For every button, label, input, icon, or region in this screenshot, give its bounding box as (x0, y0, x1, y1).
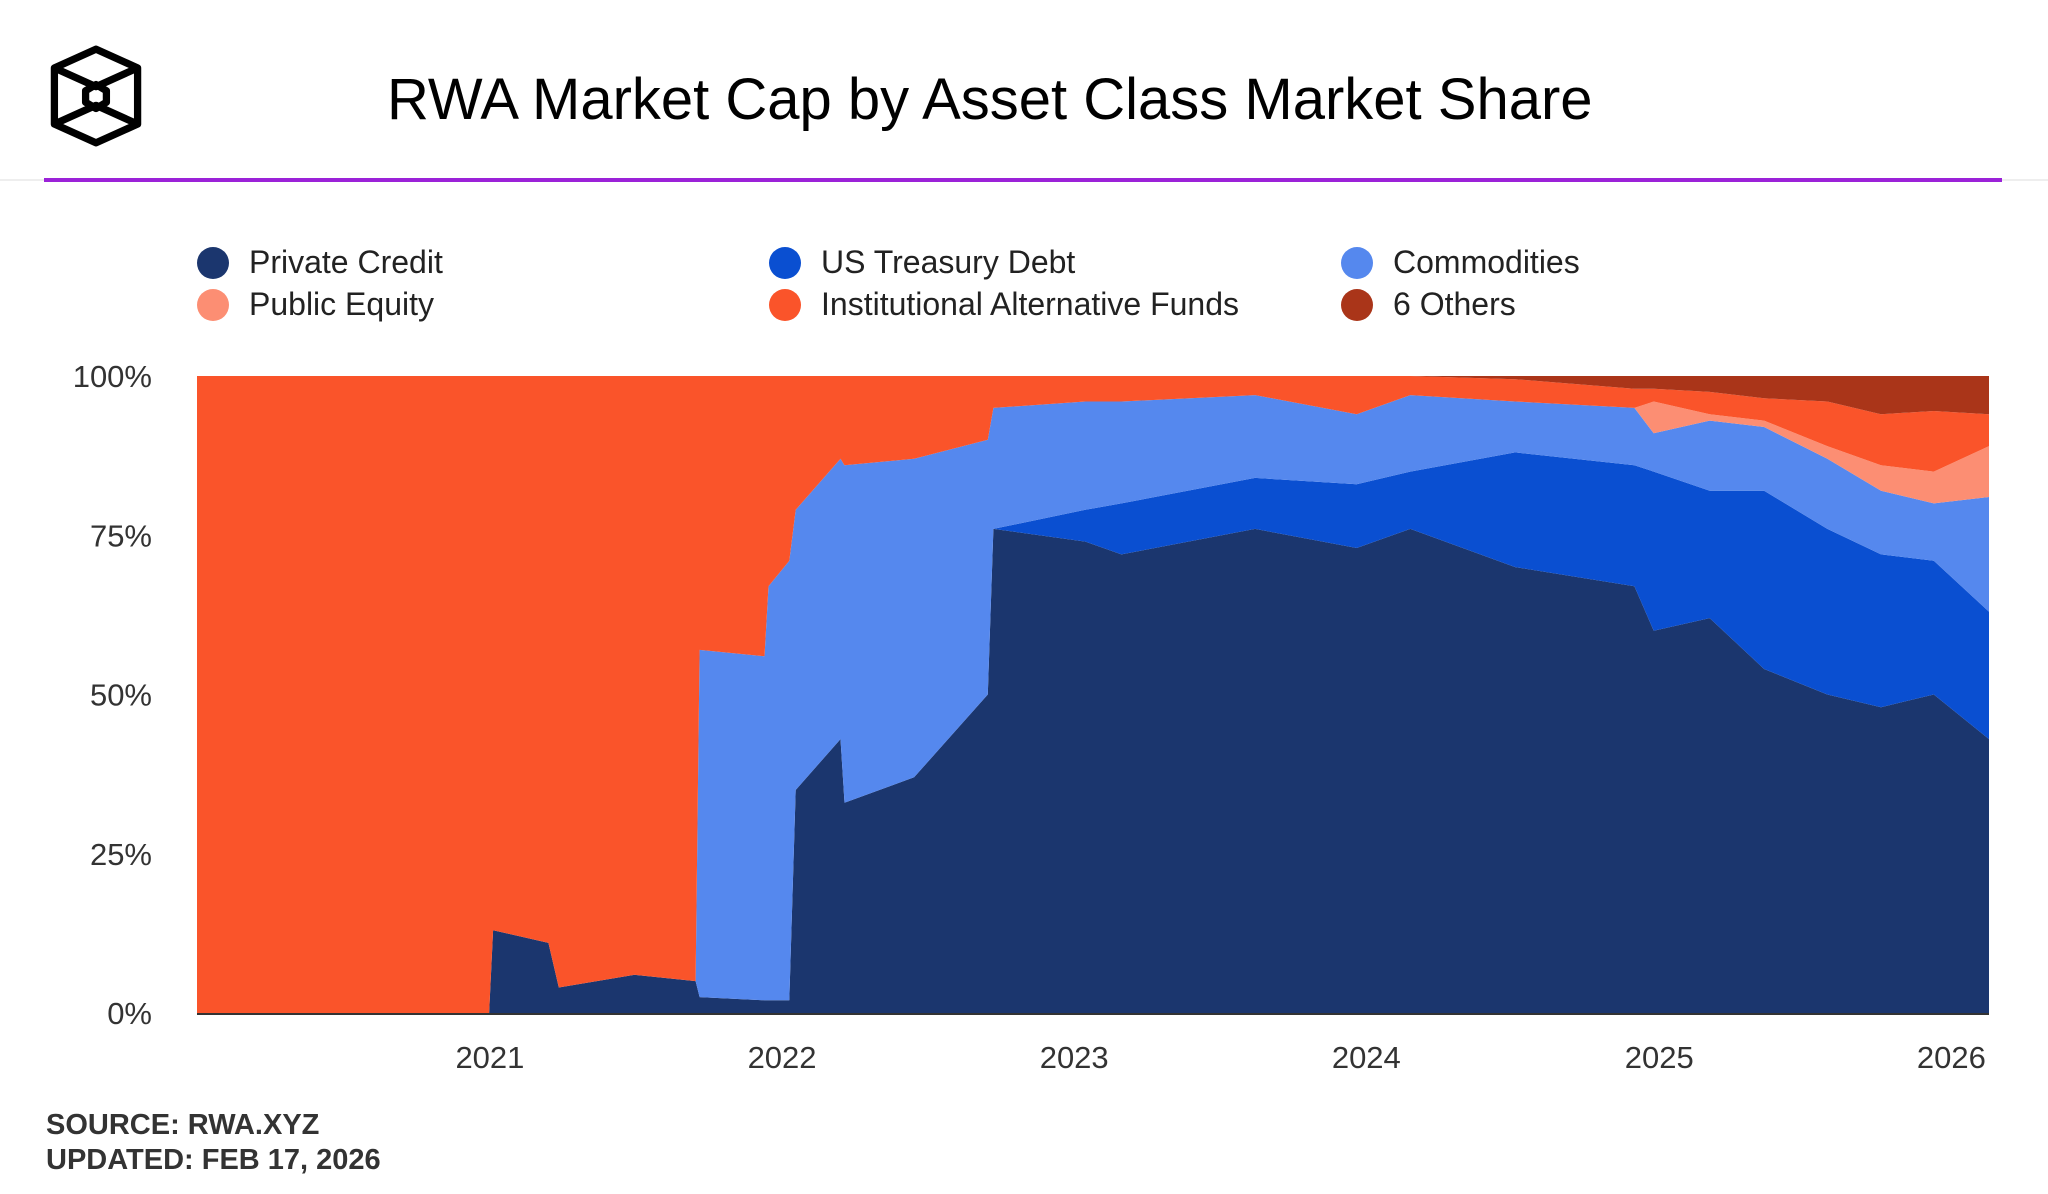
legend-label: Institutional Alternative Funds (821, 286, 1240, 322)
legend-item[interactable]: Public Equity (197, 286, 434, 323)
x-tick-label: 2023 (1040, 1040, 1109, 1075)
chart-title: RWA Market Cap by Asset Class Market Sha… (387, 67, 1593, 132)
legend-swatch (769, 246, 801, 279)
legend-label: 6 Others (1393, 286, 1516, 322)
x-tick-label: 2021 (455, 1040, 524, 1075)
y-tick-label: 25% (90, 837, 152, 872)
legend-swatch (1341, 288, 1373, 321)
legend-label: US Treasury Debt (821, 244, 1076, 280)
x-tick-label: 2026 (1917, 1040, 1986, 1075)
x-tick-label: 2025 (1625, 1040, 1694, 1075)
area-private-credit (197, 528, 1989, 1013)
y-tick-label: 100% (73, 359, 152, 394)
legend-label: Private Credit (249, 244, 443, 280)
legend-swatch (1341, 246, 1373, 279)
legend-item[interactable]: Private Credit (197, 244, 443, 281)
source-text: SOURCE: RWA.XYZ (46, 1109, 320, 1141)
y-tick-label: 0% (107, 996, 152, 1031)
legend-label: Public Equity (249, 286, 434, 322)
y-tick-label: 50% (90, 678, 152, 713)
legend-item[interactable]: Commodities (1341, 244, 1580, 281)
x-tick-label: 2024 (1332, 1040, 1401, 1075)
area-6-others (197, 376, 1989, 415)
cube-logo-icon (50, 45, 142, 147)
legend-item[interactable]: Institutional Alternative Funds (769, 286, 1239, 323)
legend-label: Commodities (1393, 244, 1580, 280)
legend-item[interactable]: 6 Others (1341, 286, 1516, 323)
area-institutional-alternative-funds (197, 376, 1989, 1013)
area-commodities (197, 395, 1989, 1014)
legend-swatch (197, 288, 229, 321)
header-accent-line (44, 178, 2002, 182)
updated-text: UPDATED: FEB 17, 2026 (46, 1144, 381, 1176)
source-note: SOURCE: RWA.XYZ UPDATED: FEB 17, 2026 (46, 1108, 381, 1178)
legend-item[interactable]: US Treasury Debt (769, 244, 1075, 281)
y-tick-label: 75% (90, 518, 152, 553)
x-tick-label: 2022 (748, 1040, 817, 1075)
legend-swatch (769, 288, 801, 321)
legend-swatch (197, 246, 229, 279)
